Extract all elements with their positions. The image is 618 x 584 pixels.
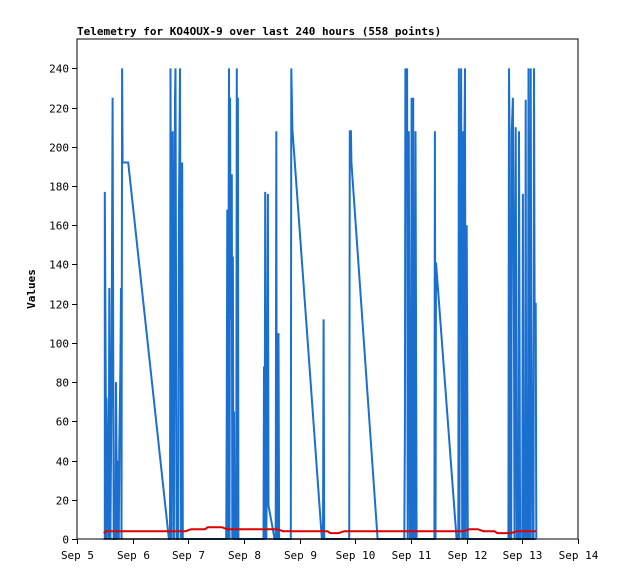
x-tick-label: Sep 6 bbox=[117, 549, 150, 562]
y-tick-label: 20 bbox=[56, 495, 69, 508]
x-tick-label: Sep 11 bbox=[392, 549, 432, 562]
y-tick-label: 240 bbox=[49, 63, 69, 76]
x-tick-label: Sep 7 bbox=[172, 549, 205, 562]
y-tick-label: 0 bbox=[62, 534, 69, 547]
y-tick-label: 180 bbox=[49, 181, 69, 194]
y-tick-label: 220 bbox=[49, 103, 69, 116]
y-axis-label: Values bbox=[25, 269, 38, 309]
y-tick-label: 100 bbox=[49, 338, 69, 351]
y-tick-label: 140 bbox=[49, 259, 69, 272]
x-tick-label: Sep 10 bbox=[336, 549, 376, 562]
plot-area: 0 20 40 60 80 100 120 140 160 180 200 220 240 Sep 5 Se… bbox=[49, 38, 599, 562]
y-tick-label: 120 bbox=[49, 299, 69, 312]
x-tick-label: Sep 12 bbox=[448, 549, 488, 562]
y-tick-label: 160 bbox=[49, 220, 69, 233]
x-tick-label: Sep 8 bbox=[228, 549, 261, 562]
y-tick-label: 200 bbox=[49, 142, 69, 155]
x-tick-label: Sep 9 bbox=[284, 549, 317, 562]
x-tick-label: Sep 13 bbox=[503, 549, 543, 562]
x-tick-label: Sep 14 bbox=[559, 549, 599, 562]
y-tick-label: 80 bbox=[56, 377, 69, 390]
telemetry-series-red-line bbox=[103, 526, 537, 535]
chart-title: Telemetry for KO4OUX-9 over last 240 hou… bbox=[77, 25, 441, 38]
x-tick-label: Sep 5 bbox=[61, 549, 94, 562]
y-tick-label: 40 bbox=[56, 456, 69, 469]
y-tick-label: 60 bbox=[56, 416, 69, 429]
